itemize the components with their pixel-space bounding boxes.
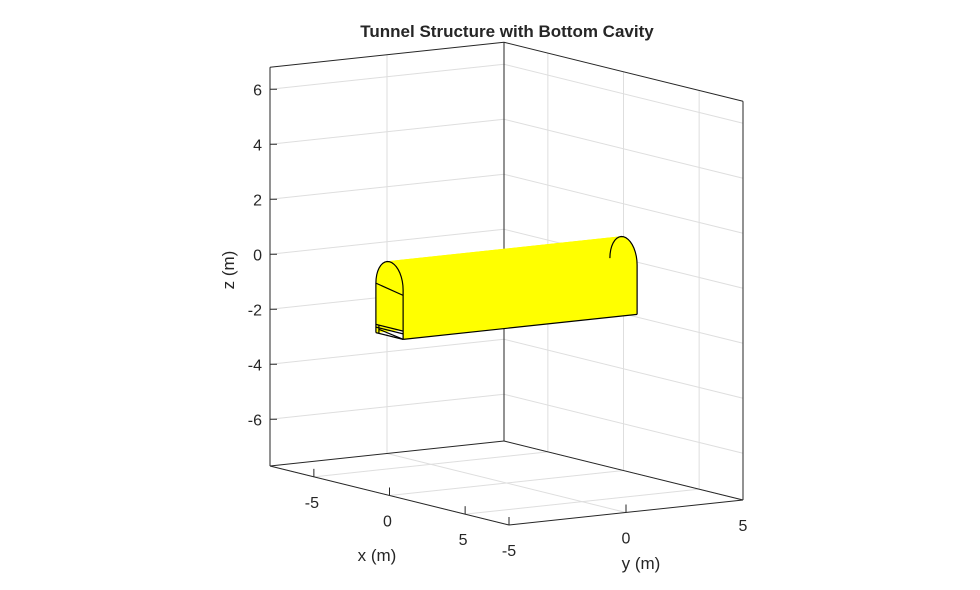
y-grid-line	[386, 453, 627, 513]
y-tick-label: -5	[502, 543, 516, 560]
bottom-edge	[403, 313, 638, 340]
front-arch-edge	[375, 260, 404, 340]
axis-line	[269, 41, 505, 68]
z-tick-label: -4	[248, 357, 262, 374]
z-tick-label: 0	[253, 247, 262, 264]
x-axis-label: x (m)	[358, 546, 397, 565]
z-tick-label: 6	[253, 82, 262, 99]
axis-line	[503, 440, 744, 501]
cavity-top-edge	[375, 323, 404, 332]
front-inner-edge	[375, 282, 404, 296]
z-tick-label: -6	[248, 412, 262, 429]
back-arch-edge	[609, 235, 638, 315]
y-tick-label: 0	[622, 531, 631, 548]
x-tick-label: 5	[459, 532, 468, 549]
z-axis-label: z (m)	[219, 251, 238, 290]
y-axis-label: y (m)	[622, 554, 661, 573]
z-tick-label: -2	[248, 302, 262, 319]
front-floor-edge	[375, 332, 404, 340]
axis-line	[503, 41, 744, 102]
chart-title: Tunnel Structure with Bottom Cavity	[360, 22, 654, 41]
tunnel-surface	[375, 235, 638, 340]
z-tick-label: 2	[253, 192, 262, 209]
z-tick-label: 4	[253, 137, 262, 154]
x-tick-label: -5	[305, 495, 319, 512]
cavity-edge	[375, 326, 404, 335]
y-tick-label: 5	[739, 518, 748, 535]
cavity-diagonal-edge	[378, 328, 404, 340]
x-tick-label: 0	[383, 514, 392, 531]
axis-line	[269, 440, 505, 467]
tick-labels: -6 -4 -2 0 2 4 6 -5 0 5 -5 0 5	[248, 82, 748, 560]
axes-box	[269, 41, 744, 526]
